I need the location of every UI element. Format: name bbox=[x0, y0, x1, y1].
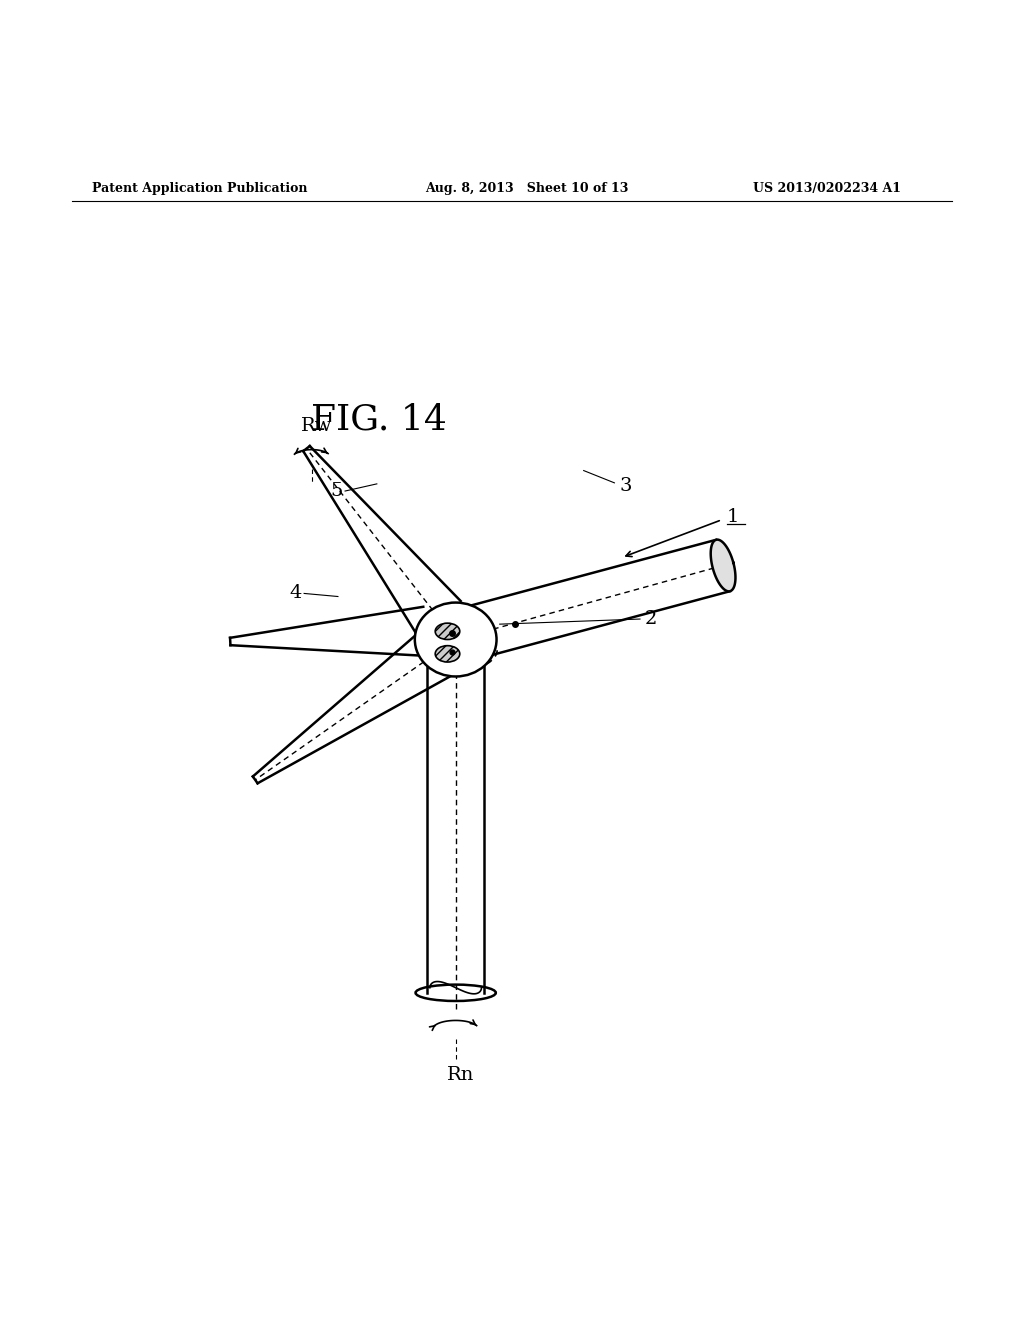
Text: FIG. 14: FIG. 14 bbox=[311, 403, 446, 437]
Polygon shape bbox=[711, 540, 735, 591]
Ellipse shape bbox=[435, 623, 460, 639]
Text: Rn: Rn bbox=[447, 1065, 474, 1084]
Text: Aug. 8, 2013   Sheet 10 of 13: Aug. 8, 2013 Sheet 10 of 13 bbox=[425, 182, 629, 195]
Ellipse shape bbox=[435, 645, 460, 663]
Ellipse shape bbox=[415, 602, 497, 676]
Text: 4: 4 bbox=[290, 585, 302, 602]
Text: 5: 5 bbox=[331, 482, 343, 500]
Text: Patent Application Publication: Patent Application Publication bbox=[92, 182, 307, 195]
Text: 2: 2 bbox=[645, 610, 657, 628]
Text: 1: 1 bbox=[727, 508, 739, 525]
Text: US 2013/0202234 A1: US 2013/0202234 A1 bbox=[753, 182, 901, 195]
Text: 3: 3 bbox=[620, 477, 632, 495]
Text: Rw: Rw bbox=[301, 417, 333, 436]
